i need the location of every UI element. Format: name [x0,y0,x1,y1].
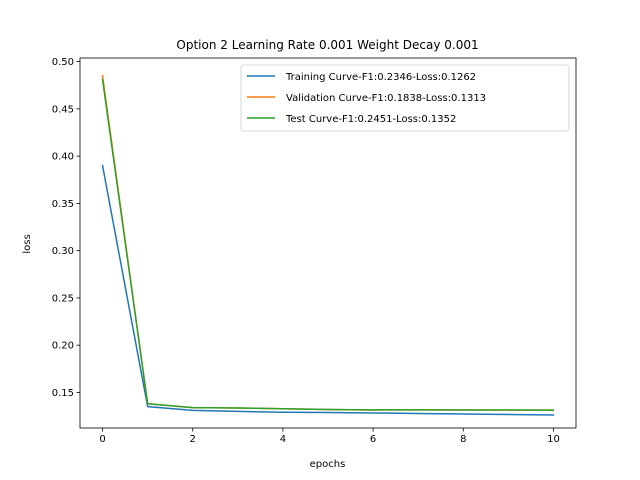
series-line-2 [101,78,555,411]
legend-label-0: Training Curve-F1:0.2346-Loss:0.1262 [285,72,476,83]
x-axis-label: epochs [310,459,346,470]
x-tick-label: 8 [460,434,466,445]
y-axis-label: loss [22,234,33,253]
y-tick-label: 0.40 [52,152,74,163]
series-line-0 [101,164,555,416]
legend-box [240,64,570,132]
legend-label-2: Test Curve-F1:0.2451-Loss:0.1352 [285,114,456,125]
axes-frame [79,57,577,429]
y-tick-label: 0.30 [52,246,74,257]
y-tick-label: 0.20 [52,341,74,352]
series-layer [101,74,555,416]
legend: Training Curve-F1:0.2346-Loss:0.1262 Vali… [240,64,570,132]
y-tick-label: 0.50 [52,57,74,68]
chart-title: Option 2 Learning Rate 0.001 Weight Deca… [176,38,478,52]
x-tick-label: 4 [280,434,286,445]
x-tick-label: 10 [547,434,560,445]
y-tick-label: 0.35 [52,199,74,210]
x-tick-label: 0 [99,434,105,445]
y-tick-label: 0.15 [52,388,74,399]
x-tick-label: 2 [190,434,196,445]
y-tick-label: 0.25 [52,293,74,304]
x-tick-label: 6 [370,434,376,445]
y-tick-label: 0.45 [52,104,74,115]
legend-label-1: Validation Curve-F1:0.1838-Loss:0.1313 [286,93,486,104]
axes-layer: 0 2 4 6 8 10 0.15 0.20 0.25 0.30 0.35 0.40 0.45 0.50 [52,57,577,445]
